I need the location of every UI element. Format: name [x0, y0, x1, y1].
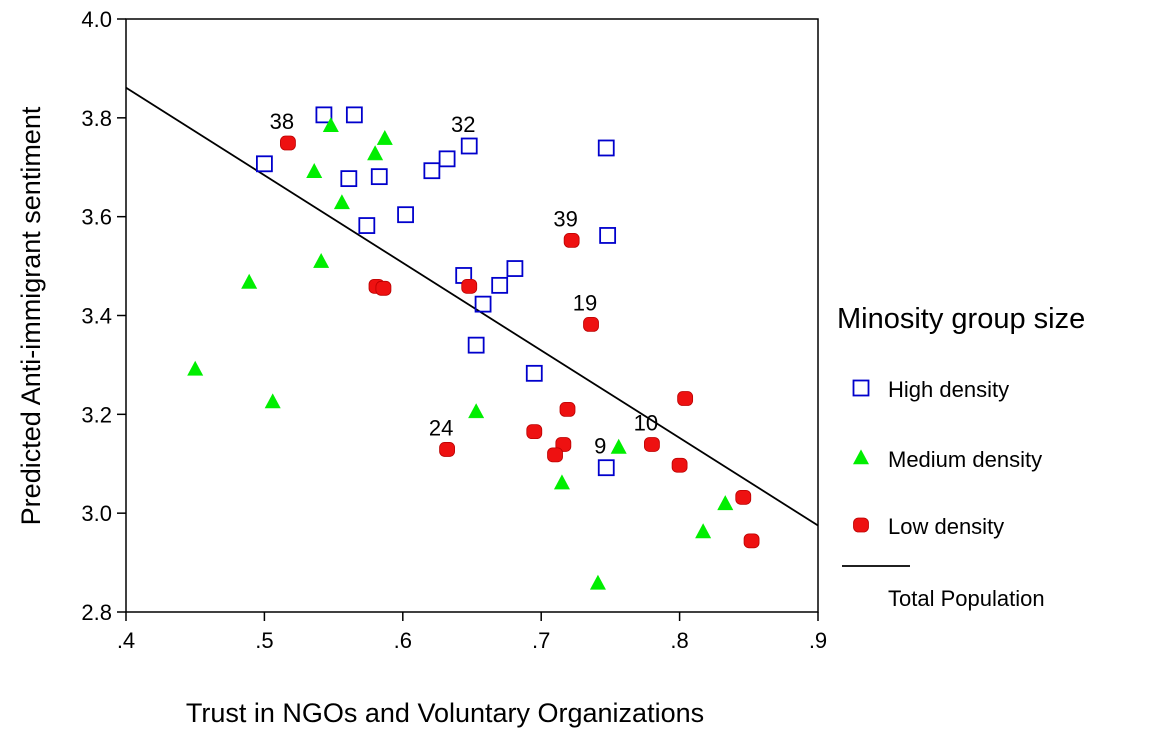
- y-tick-label: 3.0: [81, 501, 112, 526]
- x-tick-label: .8: [670, 628, 688, 653]
- x-tick-label: .9: [809, 628, 827, 653]
- point-high-density: [597, 139, 615, 157]
- point-medium-density: [468, 403, 485, 419]
- point-high-density: [315, 106, 333, 124]
- y-tick-label: 3.8: [81, 106, 112, 131]
- y-axis-title: Predicted Anti-immigrant sentiment: [16, 106, 46, 525]
- point-high-density: [423, 162, 441, 180]
- legend-label-total-population: Total Population: [888, 586, 1045, 611]
- point-low-density: [677, 391, 694, 406]
- y-tick-label: 4.0: [81, 7, 112, 32]
- point-high-density: [370, 168, 388, 186]
- point-medium-density: [241, 273, 258, 289]
- point-medium-density: [376, 129, 393, 145]
- point-label: 38: [270, 109, 294, 134]
- point-low-density: [461, 278, 478, 294]
- point-high-density: [597, 459, 615, 477]
- point-high-density: [599, 227, 617, 244]
- x-tick-label: .5: [255, 628, 273, 653]
- point-label: 10: [634, 410, 658, 435]
- point-high-density: [460, 137, 478, 155]
- point-label: 9: [594, 434, 606, 459]
- point-high-density: [255, 155, 273, 173]
- point-label: 19: [573, 290, 597, 315]
- legend-label-medium-density: Medium density: [888, 447, 1042, 472]
- point-high-density: [397, 206, 414, 224]
- point-high-density: [438, 150, 456, 168]
- point-medium-density: [717, 495, 734, 511]
- plot-area: 38 32 39 19 24 9 10: [125, 18, 819, 613]
- fit-line-total-population: [125, 86, 819, 527]
- point-low-density: [644, 437, 660, 452]
- point-medium-density: [313, 253, 330, 268]
- point-low-density: [735, 489, 752, 505]
- plot-frame: [125, 18, 819, 613]
- point-low-density: [743, 533, 760, 549]
- legend-label-low-density: Low density: [888, 514, 1004, 539]
- point-high-density: [467, 336, 485, 354]
- point-low-density: [526, 424, 543, 440]
- point-medium-density: [589, 574, 606, 590]
- legend-label-high-density: High density: [888, 377, 1009, 402]
- point-low-density: [671, 457, 688, 473]
- point-medium-density: [264, 393, 281, 409]
- fit-line-layer: [125, 86, 819, 527]
- point-medium-density: [306, 163, 323, 178]
- x-tick-label: .7: [532, 628, 550, 653]
- y-tick-label: 2.8: [81, 600, 112, 625]
- point-medium-density: [367, 145, 384, 161]
- y-tick-label: 3.4: [81, 304, 112, 329]
- x-tick-label: .4: [117, 628, 135, 653]
- point-low-density: [280, 135, 296, 151]
- point-label: 39: [553, 206, 577, 231]
- y-tick-label: 3.2: [81, 402, 112, 427]
- point-label: 24: [429, 415, 453, 440]
- point-high-density: [345, 106, 363, 124]
- legend-marker-medium-density: [852, 449, 870, 465]
- point-low-density: [583, 316, 599, 332]
- annotations-layer: 38 32 39 19 24 9 10: [270, 109, 658, 459]
- point-low-density: [439, 442, 455, 457]
- point-medium-density: [322, 117, 339, 133]
- point-low-density: [375, 280, 392, 296]
- point-medium-density: [695, 523, 712, 539]
- point-low-density: [563, 232, 580, 248]
- point-low-density: [547, 447, 563, 463]
- point-high-density: [491, 276, 509, 294]
- point-high-density: [525, 364, 543, 382]
- point-low-density: [559, 401, 576, 417]
- legend: Minosity group size High density Medium d…: [837, 303, 1085, 611]
- y-axis: 2.8 3.0 3.2 3.4 3.6 3.8 4.0: [81, 7, 126, 625]
- point-high-density: [358, 217, 376, 234]
- x-tick-label: .6: [394, 628, 412, 653]
- x-axis-title: Trust in NGOs and Voluntary Organization…: [186, 698, 704, 728]
- point-medium-density: [187, 360, 204, 376]
- legend-title: Minosity group size: [837, 303, 1085, 335]
- y-tick-label: 3.6: [81, 205, 112, 230]
- points-layer: [187, 106, 760, 590]
- point-high-density: [474, 295, 492, 313]
- point-label: 32: [451, 112, 475, 137]
- legend-items: High density Medium density Low density Tot…: [842, 377, 1045, 611]
- point-medium-density: [333, 194, 350, 210]
- legend-marker-high-density: [852, 379, 870, 397]
- point-medium-density: [553, 474, 570, 490]
- x-axis: .4 .5 .6 .7 .8 .9: [117, 612, 827, 653]
- point-high-density: [340, 170, 358, 188]
- legend-marker-low-density: [853, 517, 869, 533]
- point-medium-density: [610, 438, 627, 454]
- point-high-density: [506, 260, 524, 277]
